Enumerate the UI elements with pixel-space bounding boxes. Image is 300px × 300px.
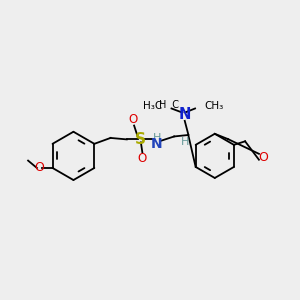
Text: N: N <box>178 107 191 122</box>
Text: O: O <box>128 113 137 126</box>
Text: C: C <box>166 100 179 110</box>
Text: O: O <box>34 161 44 175</box>
Text: H₃C: H₃C <box>143 100 162 110</box>
Text: H: H <box>153 133 161 143</box>
Text: S: S <box>134 132 146 147</box>
Text: O: O <box>258 151 268 164</box>
Text: N: N <box>151 137 163 151</box>
Text: H: H <box>159 100 166 110</box>
Text: CH₃: CH₃ <box>205 100 224 110</box>
Text: H: H <box>181 137 190 147</box>
Text: O: O <box>138 152 147 165</box>
